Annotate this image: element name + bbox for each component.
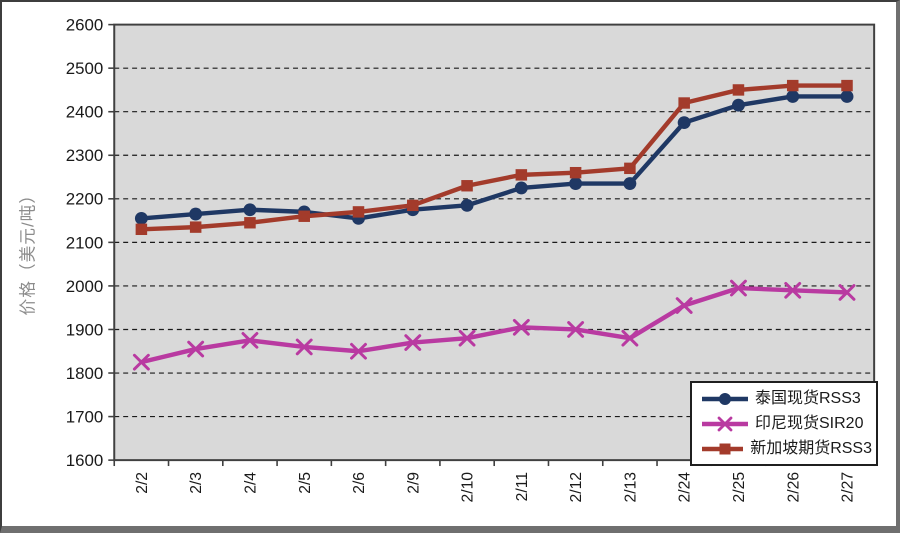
singapore-futures-rss3-line <box>141 83 848 232</box>
y-tick-label: 1800 <box>66 364 104 383</box>
x-tick-label: 2/10 <box>460 472 477 503</box>
x-tick-label: 2/5 <box>297 472 314 494</box>
plot-border <box>113 23 876 462</box>
y-tick-label: 1900 <box>66 320 104 339</box>
y-tick-label: 2300 <box>66 146 104 165</box>
legend-label: 印尼现货SIR20 <box>755 414 864 432</box>
y-axis-title: 价格（美元/吨） <box>19 186 38 315</box>
y-tick-label: 2600 <box>66 16 104 35</box>
thailand-spot-rss3-line <box>141 94 848 221</box>
x-tick-label: 2/25 <box>731 472 748 503</box>
gridlines <box>114 67 875 418</box>
data-point <box>132 353 150 371</box>
price-line-chart: 1600 1700 1800 1900 2000 2100 2200 2300 2400 2500… <box>19 16 876 503</box>
data-point <box>135 223 148 236</box>
y-tick-label: 2200 <box>66 190 104 209</box>
y-tick-label: 2400 <box>66 103 104 122</box>
data-point <box>838 284 856 301</box>
y-tick-label: 1600 <box>66 451 104 470</box>
singapore-futures-rss3-legend-swatch <box>702 443 744 454</box>
x-tick-label: 2/3 <box>188 472 205 494</box>
x-tick-label: 2/26 <box>785 472 802 503</box>
indonesia-spot-sir20-line <box>140 285 848 365</box>
legend-box: 泰国现货RSS3 印尼现货SIR20 新加坡期货RSS3 <box>690 381 878 466</box>
x-tick-label: 2/13 <box>622 472 639 503</box>
y-axis-labels: 1600 1700 1800 1900 2000 2100 2200 2300 2400 2500… <box>66 16 104 470</box>
legend-label: 新加坡期货RSS3 <box>750 439 872 457</box>
thailand-spot-rss3-legend-swatch <box>702 392 748 405</box>
data-point <box>841 79 853 92</box>
x-tick-label: 2/6 <box>351 472 368 494</box>
x-tick-label: 2/27 <box>840 472 857 503</box>
x-tick-label: 2/12 <box>568 472 585 503</box>
y-tick-label: 2100 <box>66 233 104 252</box>
legend-label: 泰国现货RSS3 <box>755 389 861 407</box>
x-tick-label: 2/9 <box>405 472 422 494</box>
indonesia-spot-sir20-legend-swatch <box>702 416 748 431</box>
legend-item-thailand-spot-rss3: 泰国现货RSS3 <box>702 390 872 408</box>
x-tick-label: 2/2 <box>134 472 151 494</box>
x-tick-label: 2/24 <box>677 472 694 503</box>
legend-item-singapore-futures-rss3: 新加坡期货RSS3 <box>702 440 872 458</box>
y-tick-label: 1700 <box>66 408 104 427</box>
x-tick-label: 2/4 <box>242 472 259 494</box>
x-tick-label: 2/11 <box>514 472 531 502</box>
legend-item-indonesia-spot-sir20: 印尼现货SIR20 <box>702 415 872 433</box>
x-axis-labels: 2/2 2/3 2/4 2/5 2/6 2/9 2/10 2/11 2/12 2/13 2/24 2/… <box>134 472 857 503</box>
y-tick-label: 2500 <box>66 59 104 78</box>
y-tick-label: 2000 <box>66 277 104 296</box>
